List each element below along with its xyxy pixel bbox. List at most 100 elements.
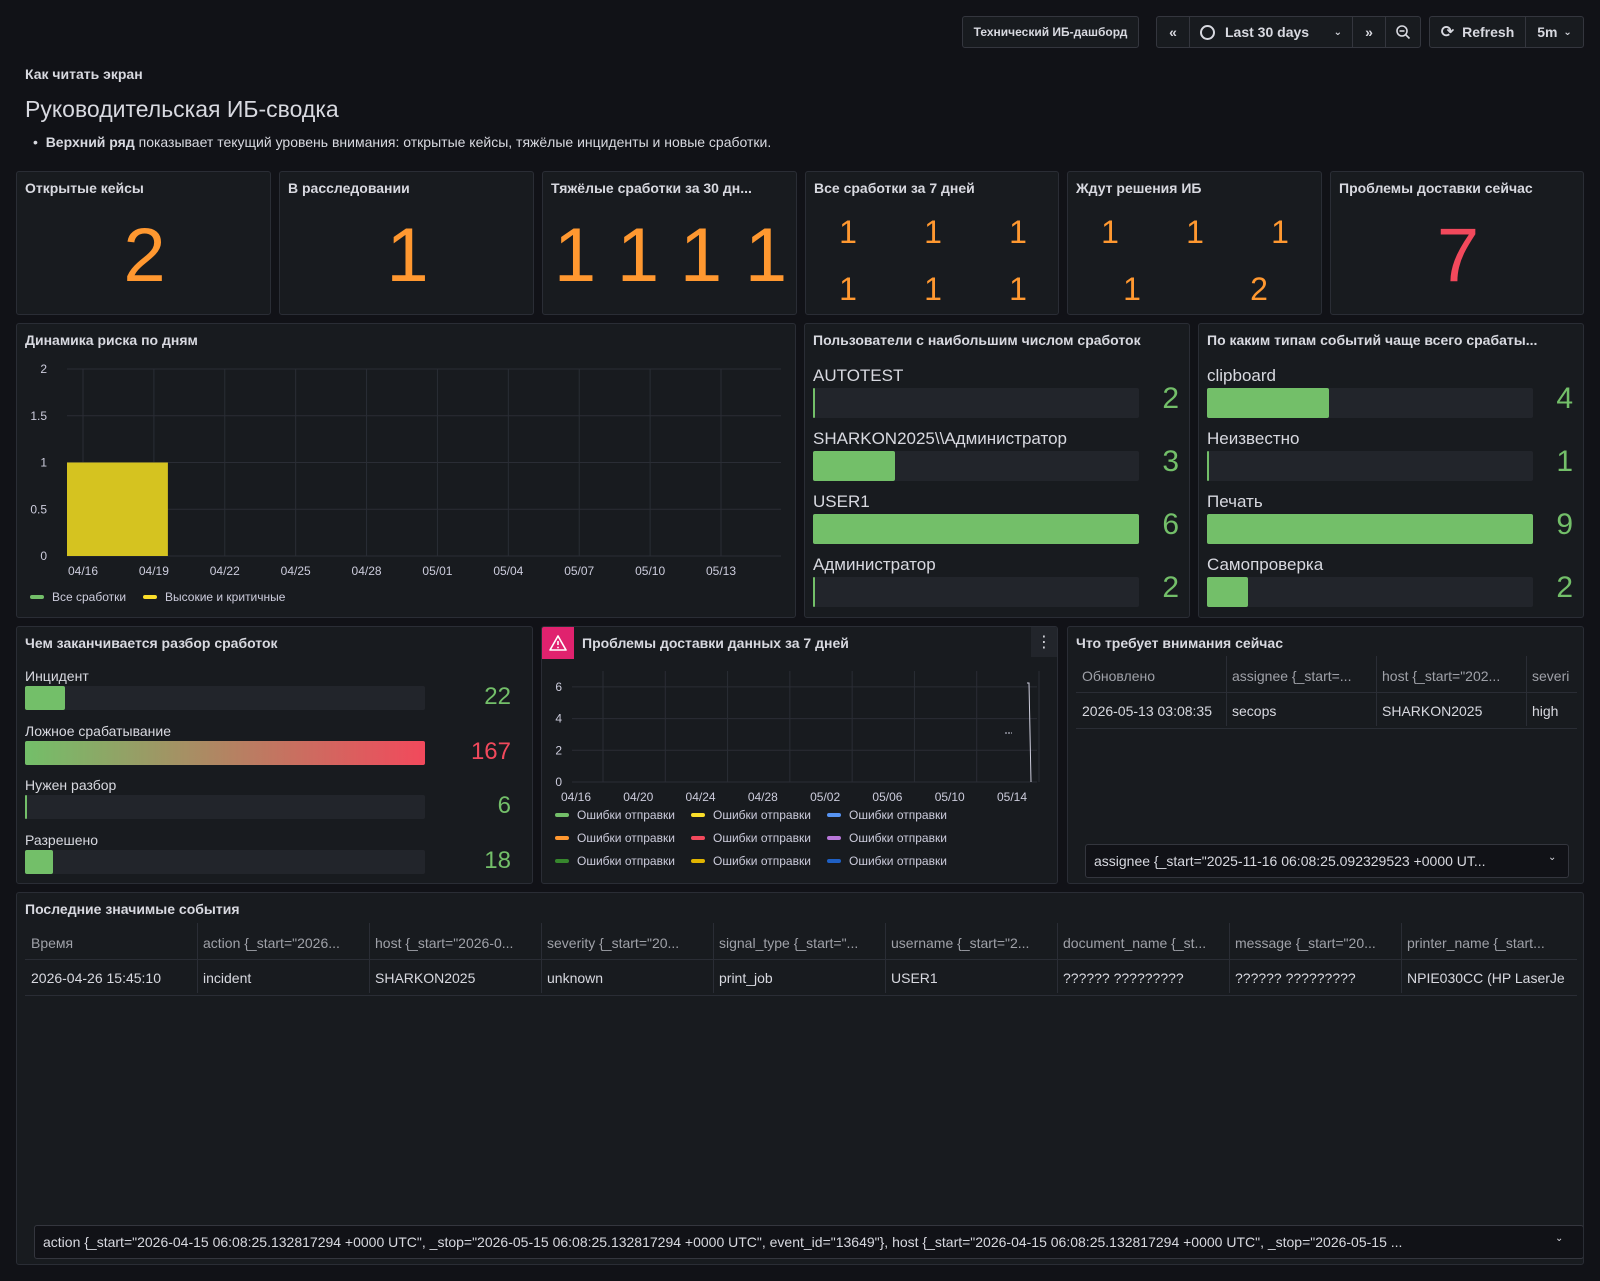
bar-fill [1207,514,1533,544]
panel-title: Чем заканчивается разбор сработок [25,635,278,651]
delivery-chart-panel: Проблемы доставки данных за 7 дней ⋮ 0 2 4… [541,626,1058,884]
event-types-panel: По каким типам событий чаще всего срабат… [1198,323,1584,618]
bar-track [25,740,425,765]
table-header-cell[interactable]: host {_start="202... [1382,668,1501,684]
table-header-cell[interactable]: document_name {_st... [1063,935,1207,951]
bar-fill [25,740,425,765]
legend-swatch [691,813,705,817]
legend-label: Ошибки отправки [849,854,947,868]
delivery-chart: 0 2 4 6 04/16 04/20 04/24 04/28 05/02 05/06 05/10 0… [555,671,1040,804]
legend-item[interactable]: Ошибки отправки [555,808,675,822]
bar-track [25,686,425,710]
legend-swatch [143,595,157,599]
bar-label: Печать [1207,492,1263,511]
panel-menu-icon[interactable]: ⋮ [1031,627,1057,657]
legend-item[interactable]: Ошибки отправки [691,854,811,868]
table-cell: NPIE030CC (HP LaserJe [1407,970,1565,986]
x-tick-label: 05/02 [810,790,840,804]
table-header-cell[interactable]: Время [31,935,74,951]
table-header-cell[interactable]: severi [1532,668,1570,684]
dashboard-link-button[interactable]: Технический ИБ-дашборд [962,16,1139,48]
panel-title: Что требует внимания сейчас [1076,635,1283,651]
header-divider [25,959,1577,960]
legend-item[interactable]: Ошибки отправки [827,808,947,822]
x-tick-label: 05/10 [635,564,665,578]
table-header-cell[interactable]: severity {_start="20... [547,935,680,951]
stat-value: 2 [1250,271,1268,307]
chevron-down-icon: ⌄ [1555,1233,1564,1244]
bar-label: clipboard [1207,366,1276,385]
x-tick-label: 04/22 [210,564,240,578]
table-header-cell[interactable]: assignee {_start=... [1232,668,1352,684]
field-selector[interactable]: action {_start="2026-04-15 06:08:25.1328… [34,1225,1583,1259]
stat-value: 1 [1009,271,1027,307]
legend-label: Ошибки отправки [713,808,811,822]
row-divider [25,995,1577,996]
refresh-interval-picker[interactable]: 5m ⌄ [1525,16,1584,48]
x-tick-label: 04/28 [748,790,778,804]
legend-label: Ошибки отправки [577,808,675,822]
table-header-cell[interactable]: host {_start="2026-0... [375,935,514,951]
zoom-out-icon [1396,25,1411,40]
legend-item[interactable]: Ошибки отправки [555,854,675,868]
column-divider [713,923,714,993]
series-line [1027,682,1032,783]
legend-item[interactable]: Ошибки отправки [691,831,811,845]
legend-item[interactable]: Ошибки отправки [827,854,947,868]
stat-value: 7 [1436,213,1480,298]
bar-label: Администратор [813,555,936,574]
stat-value: 1 [924,214,942,250]
bar-value: 167 [470,737,511,765]
table-cell: ?????? ????????? [1235,970,1356,986]
table-header-cell[interactable]: Обновлено [1082,668,1156,684]
stat-value: 1 [744,213,788,298]
table-cell: incident [203,970,252,986]
legend-label: Ошибки отправки [849,808,947,822]
table-cell: USER1 [891,970,938,986]
stat-value: 1 [839,271,857,307]
chevron-down-icon: ⌄ [1333,26,1342,38]
table-header-cell[interactable]: message {_start="20... [1235,935,1376,951]
table-cell: ?????? ????????? [1063,970,1184,986]
time-forward-button[interactable]: » [1352,16,1386,48]
legend-label: Все сработки [52,590,127,604]
stat-value: 1 [386,213,429,298]
table-cell: 2026-05-13 03:08:35 [1082,703,1212,719]
table-header-cell[interactable]: action {_start="2026... [203,935,340,951]
chevron-down-icon: ⌄ [1563,26,1572,38]
bar-fill [813,451,895,481]
legend-item[interactable]: Ошибки отправки [555,831,675,845]
bar-track [813,388,1139,418]
panel-title: Ждут решения ИБ [1076,180,1202,196]
x-tick-label: 05/14 [997,790,1027,804]
zoom-out-button[interactable] [1385,16,1421,48]
bar-track [813,577,1139,607]
field-selector[interactable]: assignee {_start="2025-11-16 06:08:25.09… [1085,844,1569,878]
panel-title: Пользователи с наибольшим числом сработо… [813,332,1141,348]
header-divider [1076,692,1577,693]
field-selector-value: action {_start="2026-04-15 06:08:25.1328… [43,1234,1403,1250]
table-header-cell[interactable]: username {_start="2... [891,935,1030,951]
stat-severe-alerts: Тяжёлые сработки за 30 дн... 1 1 1 1 [542,171,797,315]
bar-fill [25,686,65,710]
time-range-picker[interactable]: Last 30 days ⌄ [1189,16,1353,48]
legend-swatch [691,836,705,840]
legend-item[interactable]: Высокие и критичные [143,590,285,604]
bar-track [1207,577,1533,607]
bar-value: 1 [1556,445,1573,478]
field-selector-value: assignee {_start="2025-11-16 06:08:25.09… [1094,853,1486,869]
table-header-cell[interactable]: printer_name {_start... [1407,935,1545,951]
legend-item[interactable]: Все сработки [30,590,126,604]
column-divider [1526,656,1527,726]
alert-error-icon[interactable] [542,627,574,659]
bar-label: Нужен разбор [25,777,117,793]
x-tick-label: 05/10 [935,790,965,804]
bar-track [813,451,1139,481]
events-panel: Последние значимые события Время 2026-04-… [16,892,1584,1265]
time-back-button[interactable]: « [1156,16,1190,48]
legend-item[interactable]: Ошибки отправки [691,808,811,822]
bar-label: Неизвестно [1207,429,1300,448]
table-header-cell[interactable]: signal_type {_start="... [719,935,859,951]
legend-item[interactable]: Ошибки отправки [827,831,947,845]
refresh-button[interactable]: ⟳ Refresh [1429,16,1526,48]
